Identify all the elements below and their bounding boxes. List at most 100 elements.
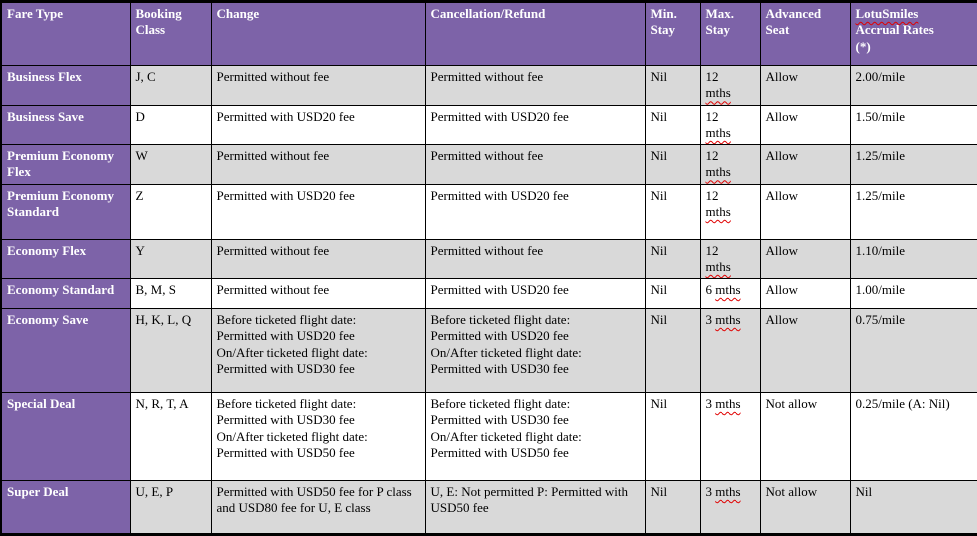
table-row: Premium Economy Flex W Permitted without f… — [0, 144, 977, 185]
cell-advanced-seat: Allow — [759, 278, 851, 309]
cell-change: Permitted without fee — [210, 278, 426, 309]
cell-change: Permitted without fee — [210, 144, 426, 185]
cell-min-stay: Nil — [644, 278, 701, 309]
spellcheck-underline: mths — [705, 85, 731, 101]
cell-advanced-seat: Allow — [759, 104, 851, 145]
cell-cancellation-refund: Permitted with USD20 fee — [424, 104, 646, 145]
spellcheck-underline: mths — [715, 282, 741, 297]
column-header-accrual-rate: LotuSmiles Accrual Rates (*) — [849, 1, 977, 66]
table-row: Economy Standard B, M, S Permitted without… — [0, 278, 977, 309]
cell-advanced-seat: Not allow — [759, 480, 851, 535]
cell-accrual-rate: 2.00/mile — [849, 65, 977, 106]
cell-accrual-rate: 1.25/mile — [849, 183, 977, 240]
cell-max-stay: 12 mths — [699, 65, 761, 106]
table-row: Super Deal U, E, P Permitted with USD50 fe… — [0, 480, 977, 535]
cell-cancellation-refund: Permitted without fee — [424, 238, 646, 279]
cell-advanced-seat: Allow — [759, 238, 851, 279]
cell-max-stay: 12 mths — [699, 104, 761, 145]
spellcheck-underline: mths — [705, 124, 731, 140]
cell-fare-type: Economy Flex — [0, 238, 131, 279]
table-body: Business Flex J, C Permitted without fee Pe… — [0, 65, 977, 535]
spellcheck-underline: mths — [705, 164, 731, 180]
cell-accrual-rate: 0.25/mile (A: Nil) — [849, 392, 977, 481]
spellcheck-underline: mths — [715, 312, 741, 327]
cell-max-stay: 3 mths — [699, 308, 761, 393]
cell-min-stay: Nil — [644, 308, 701, 393]
spellcheck-underline: mths — [705, 258, 731, 274]
table-row: Special Deal N, R, T, A Before ticketed fl… — [0, 392, 977, 481]
cell-cancellation-refund: U, E: Not permitted P: Permitted with US… — [424, 480, 646, 535]
cell-fare-type: Premium Economy Standard — [0, 183, 131, 240]
cell-min-stay: Nil — [644, 144, 701, 185]
cell-booking-class: Z — [129, 183, 212, 240]
table-row: Premium Economy Standard Z Permitted with … — [0, 183, 977, 240]
cell-cancellation-refund: Permitted without fee — [424, 144, 646, 185]
cell-cancellation-refund: Before ticketed flight date: Permitted wi… — [424, 308, 646, 393]
column-header-change: Change — [210, 1, 426, 66]
cell-fare-type: Super Deal — [0, 480, 131, 535]
cell-advanced-seat: Allow — [759, 144, 851, 185]
cell-fare-type: Business Flex — [0, 65, 131, 106]
cell-change: Permitted with USD50 fee for P class and… — [210, 480, 426, 535]
cell-accrual-rate: 1.10/mile — [849, 238, 977, 279]
cell-change: Before ticketed flight date: Permitted wi… — [210, 308, 426, 393]
spellcheck-underline: LotuSmiles — [855, 6, 919, 21]
cell-cancellation-refund: Permitted without fee — [424, 65, 646, 106]
cell-booking-class: H, K, L, Q — [129, 308, 212, 393]
cell-min-stay: Nil — [644, 238, 701, 279]
cell-min-stay: Nil — [644, 65, 701, 106]
table-row: Business Save D Permitted with USD20 fee Pe… — [0, 104, 977, 145]
cell-change: Permitted without fee — [210, 238, 426, 279]
cell-max-stay: 3 mths — [699, 392, 761, 481]
cell-max-stay: 12 mths — [699, 238, 761, 279]
cell-accrual-rate: 1.25/mile — [849, 144, 977, 185]
spellcheck-underline: mths — [715, 396, 741, 411]
cell-booking-class: W — [129, 144, 212, 185]
cell-booking-class: J, C — [129, 65, 212, 106]
cell-max-stay: 12 mths — [699, 183, 761, 240]
cell-booking-class: Y — [129, 238, 212, 279]
cell-min-stay: Nil — [644, 392, 701, 481]
cell-advanced-seat: Not allow — [759, 392, 851, 481]
cell-cancellation-refund: Permitted with USD20 fee — [424, 278, 646, 309]
cell-fare-type: Economy Standard — [0, 278, 131, 309]
cell-booking-class: B, M, S — [129, 278, 212, 309]
cell-accrual-rate: 1.50/mile — [849, 104, 977, 145]
cell-fare-type: Premium Economy Flex — [0, 144, 131, 185]
cell-fare-type: Special Deal — [0, 392, 131, 481]
column-header-max-stay: Max. Stay — [699, 1, 761, 66]
cell-advanced-seat: Allow — [759, 308, 851, 393]
cell-min-stay: Nil — [644, 183, 701, 240]
column-header-fare-type: Fare Type — [0, 1, 131, 66]
table-row: Economy Save H, K, L, Q Before ticketed fl… — [0, 308, 977, 393]
cell-cancellation-refund: Permitted with USD20 fee — [424, 183, 646, 240]
header-row: Fare Type Booking Class Change Cancellation… — [0, 1, 977, 66]
column-header-advanced-seat: Advanced Seat — [759, 1, 851, 66]
spellcheck-underline: mths — [715, 484, 741, 499]
cell-max-stay: 6 mths — [699, 278, 761, 309]
cell-min-stay: Nil — [644, 480, 701, 535]
table-row: Business Flex J, C Permitted without fee Pe… — [0, 65, 977, 106]
table-header: Fare Type Booking Class Change Cancellation… — [0, 1, 977, 66]
cell-booking-class: U, E, P — [129, 480, 212, 535]
cell-accrual-rate: 0.75/mile — [849, 308, 977, 393]
spellcheck-underline: mths — [705, 203, 731, 219]
cell-change: Permitted with USD20 fee — [210, 104, 426, 145]
cell-advanced-seat: Allow — [759, 183, 851, 240]
cell-change: Before ticketed flight date: Permitted wi… — [210, 392, 426, 481]
cell-change: Permitted with USD20 fee — [210, 183, 426, 240]
cell-advanced-seat: Allow — [759, 65, 851, 106]
cell-accrual-rate: Nil — [849, 480, 977, 535]
cell-booking-class: D — [129, 104, 212, 145]
column-header-cancellation-refund: Cancellation/Refund — [424, 1, 646, 66]
cell-accrual-rate: 1.00/mile — [849, 278, 977, 309]
cell-booking-class: N, R, T, A — [129, 392, 212, 481]
cell-min-stay: Nil — [644, 104, 701, 145]
cell-cancellation-refund: Before ticketed flight date: Permitted wi… — [424, 392, 646, 481]
table-row: Economy Flex Y Permitted without fee Permit… — [0, 238, 977, 279]
cell-change: Permitted without fee — [210, 65, 426, 106]
column-header-booking-class: Booking Class — [129, 1, 212, 66]
cell-fare-type: Business Save — [0, 104, 131, 145]
